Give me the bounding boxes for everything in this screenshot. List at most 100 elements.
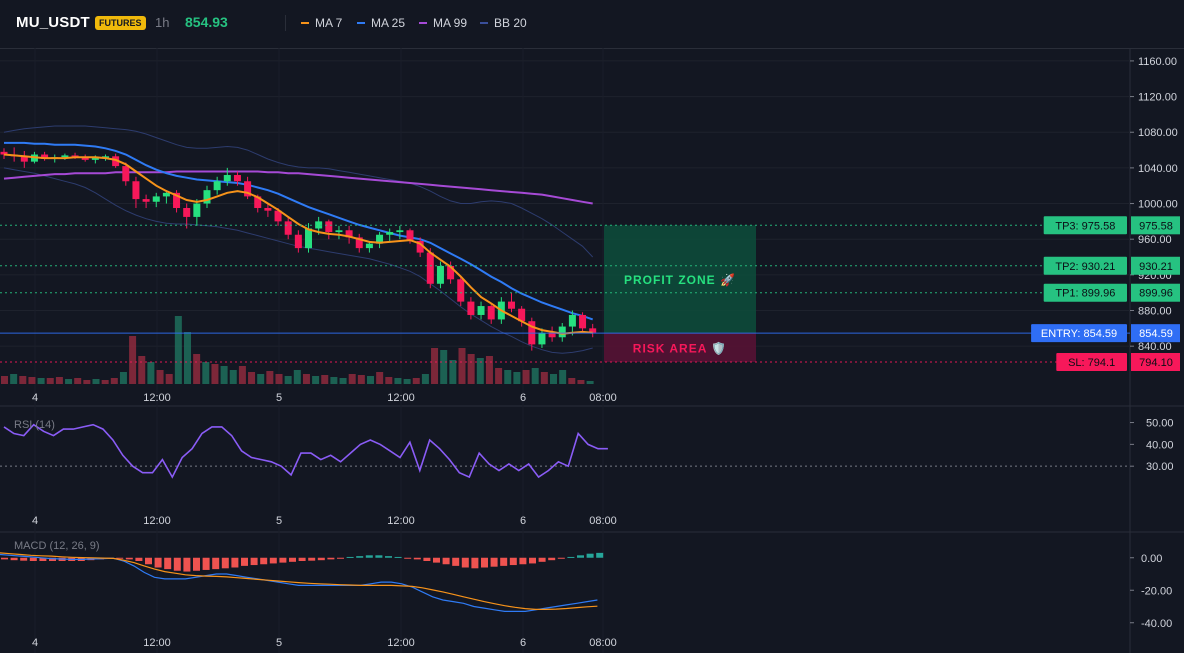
macd-histogram-bar <box>308 557 316 561</box>
candle-body <box>244 181 252 197</box>
macd-histogram-bar <box>298 557 306 561</box>
volume-bar <box>550 374 557 384</box>
candle-body <box>0 151 8 155</box>
header-divider <box>285 15 286 31</box>
x-tick-label: 08:00 <box>589 392 617 404</box>
axis-price-label: 794.10 <box>1139 357 1173 369</box>
y-tick-label: -40.00 <box>1141 618 1172 630</box>
volume-bar <box>92 379 100 384</box>
macd-histogram-bar <box>452 557 460 566</box>
macd-histogram-bar <box>577 555 584 558</box>
candle-body <box>579 314 587 329</box>
chart-header: MU_USDT FUTURES 1h 854.93 MA 7 MA 25 MA … <box>0 0 1184 49</box>
candle-body <box>305 228 312 249</box>
legend-ma7[interactable]: MA 7 <box>301 16 342 30</box>
candle-body <box>558 326 566 338</box>
x-tick-label: 12:00 <box>387 392 415 404</box>
macd-histogram-bar <box>241 557 248 566</box>
volume-bar <box>403 379 411 384</box>
bb20-swatch <box>480 22 488 24</box>
volume-bar <box>119 372 127 384</box>
x-tick-label: 4 <box>32 515 38 527</box>
volume-bar <box>248 372 256 384</box>
macd-histogram-bar <box>269 557 277 564</box>
macd-histogram-bar <box>442 557 450 565</box>
candle-body <box>436 265 444 284</box>
candle-body <box>315 221 323 229</box>
x-tick-label: 5 <box>276 392 282 404</box>
candle-body <box>294 234 302 249</box>
macd-histogram-bar <box>289 557 296 562</box>
y-tick-label: 0.00 <box>1141 553 1162 565</box>
macd-histogram-bar <box>413 557 421 560</box>
axis-price-tag <box>1131 283 1180 302</box>
volume-bar <box>376 372 384 384</box>
legend-ma25[interactable]: MA 25 <box>357 16 405 30</box>
volume-bar <box>220 366 228 384</box>
candle-body <box>233 175 241 182</box>
candle-body <box>132 181 140 200</box>
volume-bar <box>531 368 539 384</box>
level-tag <box>1043 216 1127 235</box>
macd-histogram-bar <box>164 557 172 570</box>
risk-zone-label: RISK AREA 🛡️ <box>633 342 727 356</box>
candle-body <box>81 157 89 160</box>
volume-bar <box>449 360 457 384</box>
x-tick-label: 12:00 <box>387 637 415 649</box>
macd-histogram-bar <box>548 557 556 561</box>
volume-bar <box>28 377 36 384</box>
candle-body <box>162 192 170 197</box>
legend-bb20[interactable]: BB 20 <box>480 16 527 30</box>
volume-bar <box>74 378 82 384</box>
candle-body <box>335 230 343 233</box>
volume-bar <box>147 362 155 384</box>
macd-histogram-bar <box>1 557 8 560</box>
y-tick-label: 50.00 <box>1146 418 1174 430</box>
ma99-line <box>3 170 593 205</box>
candle-body <box>284 221 292 235</box>
candle-body <box>426 252 434 284</box>
candle-body <box>538 332 546 345</box>
macd-histogram-bar <box>567 556 575 558</box>
volume-bar <box>394 378 402 384</box>
bb-upper-line <box>3 125 594 258</box>
volume-bar <box>421 374 429 384</box>
volume-bar <box>46 378 54 384</box>
candle-body <box>396 230 404 233</box>
macd-histogram-bar <box>183 557 191 572</box>
macd-histogram-bar <box>596 552 604 558</box>
candle-body <box>355 237 363 249</box>
candle-body <box>213 181 221 191</box>
ma25-line <box>4 141 594 321</box>
macd-histogram-bar <box>317 557 325 561</box>
x-tick-label: 4 <box>32 637 38 649</box>
y-tick-label: 960.00 <box>1138 234 1172 246</box>
timeframe-label[interactable]: 1h <box>155 15 170 30</box>
volume-bar <box>275 374 283 384</box>
volume-bar <box>211 364 219 384</box>
candle-body <box>447 265 455 280</box>
level-tag-label: TP3: 975.58 <box>1055 220 1115 232</box>
macd-histogram-bar <box>433 557 440 563</box>
volume-bar <box>266 371 274 384</box>
profit-zone-label: PROFIT ZONE 🚀 <box>624 273 736 287</box>
macd-histogram-bar <box>125 557 133 560</box>
volume-bar <box>202 362 210 384</box>
symbol-name[interactable]: MU_USDT <box>16 14 90 31</box>
legend-ma99[interactable]: MA 99 <box>419 16 467 30</box>
candle-body <box>589 328 597 333</box>
volume-bar <box>184 332 191 384</box>
y-tick-label: 1160.00 <box>1138 56 1177 68</box>
macd-histogram-bar <box>29 557 37 561</box>
volume-bar <box>138 356 146 384</box>
macd-histogram-bar <box>10 557 18 561</box>
macd-histogram-bar <box>500 557 508 566</box>
macd-histogram-bar <box>39 557 47 561</box>
level-tag-label: ENTRY: 854.59 <box>1041 328 1117 340</box>
volume-bar <box>440 350 448 384</box>
y-tick-label: 1080.00 <box>1138 127 1178 139</box>
candle-body <box>91 158 99 160</box>
volume-bar <box>348 374 356 384</box>
candle-body <box>477 306 485 315</box>
